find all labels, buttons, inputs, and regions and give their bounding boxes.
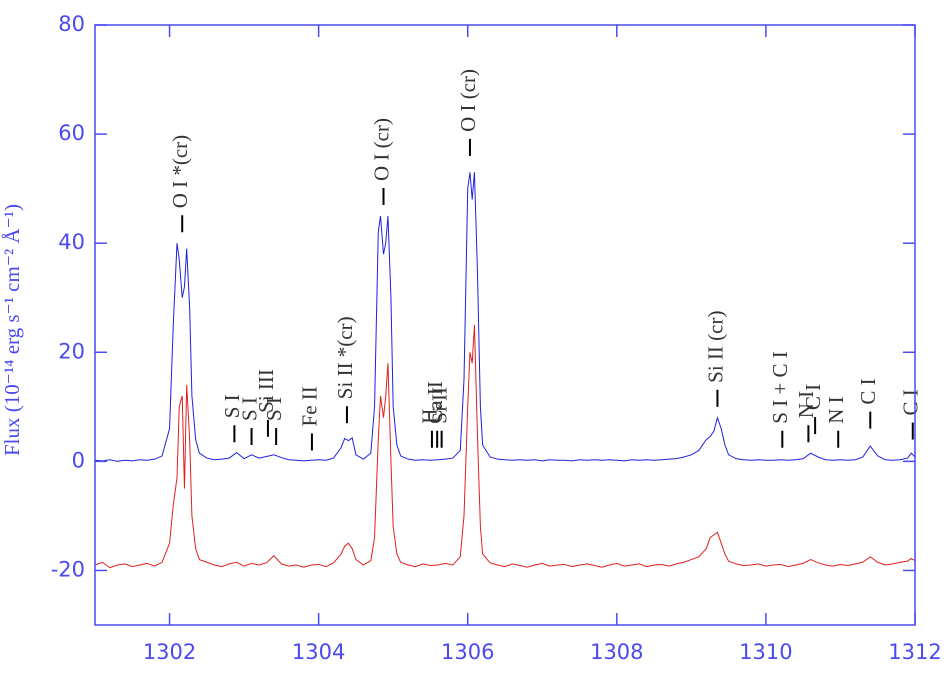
line-label: S I xyxy=(237,397,261,421)
line-label: C I xyxy=(856,378,880,404)
line-label: Fe II xyxy=(298,386,322,426)
x-tick-label: 1304 xyxy=(292,640,345,664)
line-label: O I *(cr) xyxy=(168,135,192,208)
y-tick-label: 40 xyxy=(58,230,85,254)
y-tick-label: 0 xyxy=(72,448,85,472)
y-tick-label: 20 xyxy=(58,339,85,363)
line-label: Si II (cr) xyxy=(703,311,727,383)
line-label: C I xyxy=(801,384,825,410)
y-tick-label: 60 xyxy=(58,121,85,145)
x-tick-label: 1306 xyxy=(441,640,494,664)
line-label: N I xyxy=(794,391,818,418)
line-label: S I xyxy=(262,397,286,421)
y-tick-label: -20 xyxy=(51,557,85,581)
y-tick-label: 80 xyxy=(58,12,85,36)
line-label: Ca II xyxy=(423,381,447,424)
spectrum-line xyxy=(94,172,916,462)
line-label: H₂ xyxy=(418,401,442,424)
y-axis-label: Flux (10⁻¹⁴ erg s⁻¹ cm⁻² Å⁻¹) xyxy=(0,204,24,456)
line-label: N I xyxy=(824,396,848,423)
spectrum-line xyxy=(94,324,916,569)
x-tick-label: 1312 xyxy=(888,640,941,664)
line-label: S I + C I xyxy=(768,351,792,424)
line-label: Si II *(cr) xyxy=(333,316,357,399)
plot-frame xyxy=(94,24,916,626)
x-tick-label: 1310 xyxy=(739,640,792,664)
line-label: O I (cr) xyxy=(456,69,480,132)
x-tick-label: 1308 xyxy=(590,640,643,664)
line-label: O I (cr) xyxy=(369,118,393,181)
line-label: S I xyxy=(220,394,244,418)
line-label: C I xyxy=(899,389,923,415)
line-label: Si II xyxy=(427,387,451,424)
x-tick-label: 1302 xyxy=(143,640,196,664)
line-label: Si III xyxy=(254,369,278,413)
